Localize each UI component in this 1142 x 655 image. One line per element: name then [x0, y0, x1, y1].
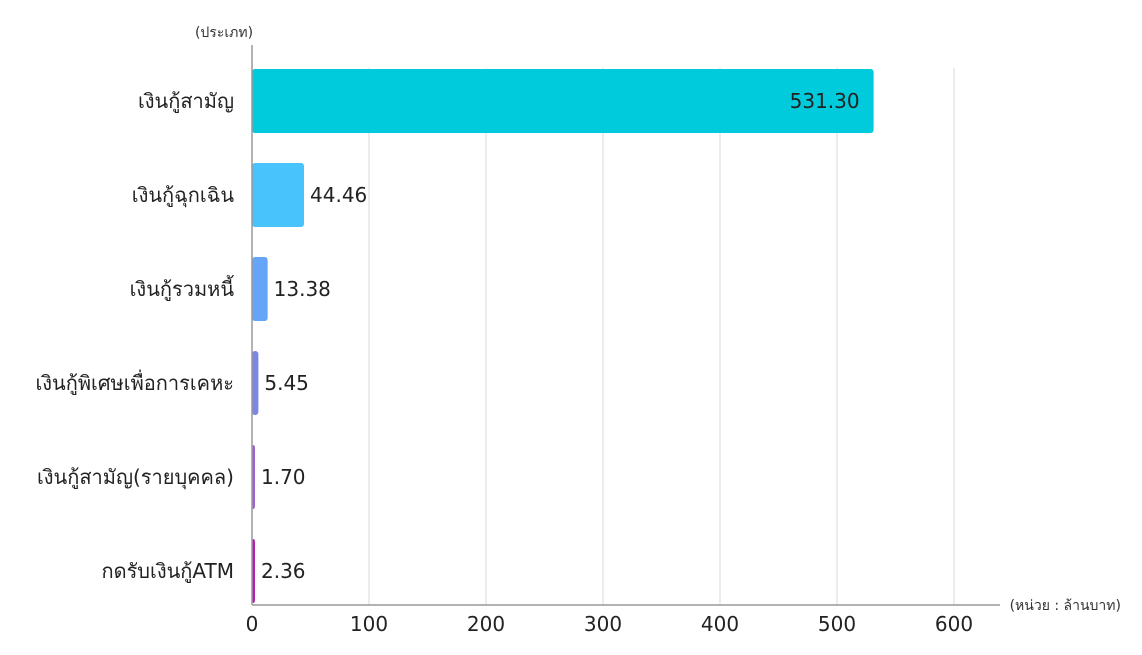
x-tick-label: 300	[584, 612, 622, 636]
category-labels: เงินกู้สามัญเงินกู้ฉุกเฉินเงินกู้รวมหนี้…	[35, 89, 234, 584]
x-tick-labels: 0 100 200 300 400 500 600	[246, 612, 973, 636]
value-label: 1.70	[261, 465, 306, 489]
bars	[252, 69, 874, 603]
x-tick-label: 0	[246, 612, 259, 636]
category-label: เงินกู้สามัญ	[138, 89, 234, 114]
category-label: เงินกู้พิเศษเพื่อการเคหะ	[35, 369, 234, 396]
category-label: เงินกู้สามัญ(รายบุคคล)	[37, 465, 234, 490]
bar	[252, 257, 268, 321]
bar	[252, 351, 259, 415]
x-tick-label: 100	[350, 612, 388, 636]
y-axis-title: (ประเภท)	[195, 25, 253, 41]
bar	[252, 69, 874, 133]
category-label: กดรับเงินกู้ATM	[101, 559, 234, 584]
bar	[252, 163, 305, 227]
category-label: เงินกู้รวมหนี้	[130, 275, 235, 302]
value-label: 44.46	[310, 183, 367, 207]
x-tick-label: 200	[467, 612, 505, 636]
value-labels: 531.30 44.46 13.38 5.45 1.70 2.36	[261, 89, 860, 583]
x-tick-label: 400	[701, 612, 739, 636]
value-label: 2.36	[261, 559, 306, 583]
category-label: เงินกู้ฉุกเฉิน	[132, 183, 235, 208]
value-label: 13.38	[274, 277, 331, 301]
gridlines	[368, 68, 955, 605]
value-label: 531.30	[790, 89, 860, 113]
value-label: 5.45	[264, 371, 309, 395]
x-tick-label: 500	[818, 612, 856, 636]
x-axis-title: (หน่วย : ล้านบาท)	[1010, 598, 1121, 614]
x-tick-label: 600	[935, 612, 973, 636]
